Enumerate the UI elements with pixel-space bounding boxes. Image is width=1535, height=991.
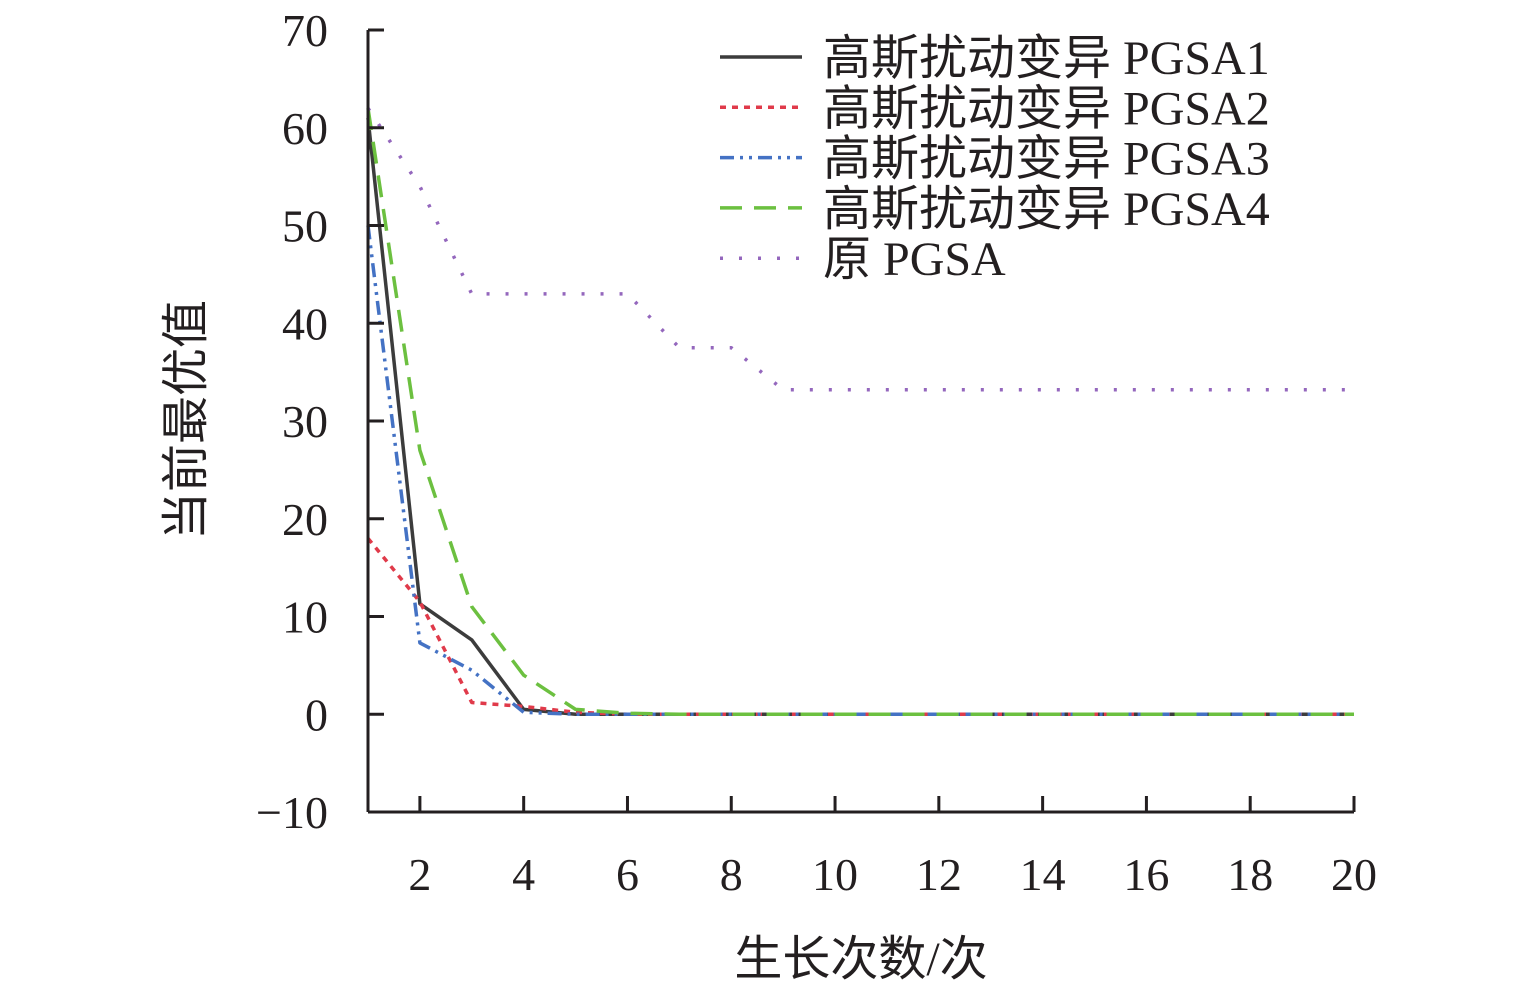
y-tick-label: 20 <box>282 494 328 545</box>
legend-label: 高斯扰动变异 PGSA2 <box>823 82 1270 135</box>
y-tick-label: 40 <box>282 298 328 349</box>
y-tick-label: −10 <box>256 787 328 838</box>
x-tick-label: 14 <box>1020 849 1066 900</box>
legend-label: 高斯扰动变异 PGSA3 <box>823 133 1270 186</box>
x-axis-label: 生长次数/次 <box>734 933 987 986</box>
legend-label: 高斯扰动变异 PGSA1 <box>823 32 1270 85</box>
x-tick-label: 12 <box>916 849 962 900</box>
y-axis-label: 当前最优值 <box>160 300 213 540</box>
x-tick-label: 10 <box>812 849 858 900</box>
x-tick-label: 2 <box>408 849 431 900</box>
legend-label: 高斯扰动变异 PGSA4 <box>823 183 1270 236</box>
x-tick-label: 8 <box>720 849 743 900</box>
x-tick-label: 18 <box>1227 849 1273 900</box>
series-line <box>366 225 1354 716</box>
x-tick-label: 6 <box>616 849 639 900</box>
legend-label: 原 PGSA <box>823 233 1006 286</box>
y-tick-label: 70 <box>282 5 328 56</box>
y-tick-label: 10 <box>282 592 328 643</box>
y-tick-label: 30 <box>282 396 328 447</box>
x-tick-label: 4 <box>512 849 535 900</box>
y-tick-label: 50 <box>282 201 328 252</box>
x-tick-label: 20 <box>1331 849 1377 900</box>
x-tick-label: 16 <box>1123 849 1169 900</box>
series-line <box>366 107 1354 716</box>
series-line <box>366 537 1354 716</box>
y-tick-label: 60 <box>282 103 328 154</box>
y-tick-label: 0 <box>305 689 328 740</box>
